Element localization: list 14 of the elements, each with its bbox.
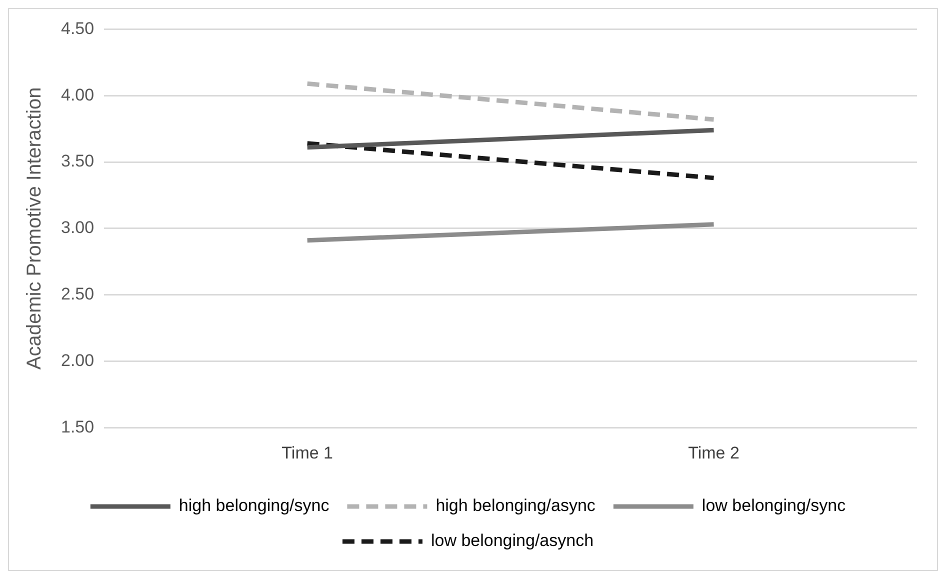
y-tick-label: 2.00 [60, 350, 94, 370]
legend-label: low belonging/sync [702, 496, 846, 516]
y-tick-label: 1.50 [60, 417, 94, 436]
legend-label: low belonging/asynch [430, 531, 594, 550]
y-tick-label: 3.50 [60, 152, 94, 171]
y-tick-label: 3.00 [60, 218, 94, 238]
y-tick-label: 2.50 [60, 284, 94, 304]
x-tick-label: Time 2 [688, 443, 740, 462]
legend-label: high belonging/async [436, 496, 596, 516]
y-tick-label: 4.00 [60, 85, 94, 104]
legend-label: high belonging/sync [178, 496, 330, 516]
x-tick-label: Time 1 [282, 443, 333, 462]
y-tick-label: 4.50 [60, 18, 94, 38]
y-axis-title: Academic Promotive Interaction [24, 87, 46, 370]
